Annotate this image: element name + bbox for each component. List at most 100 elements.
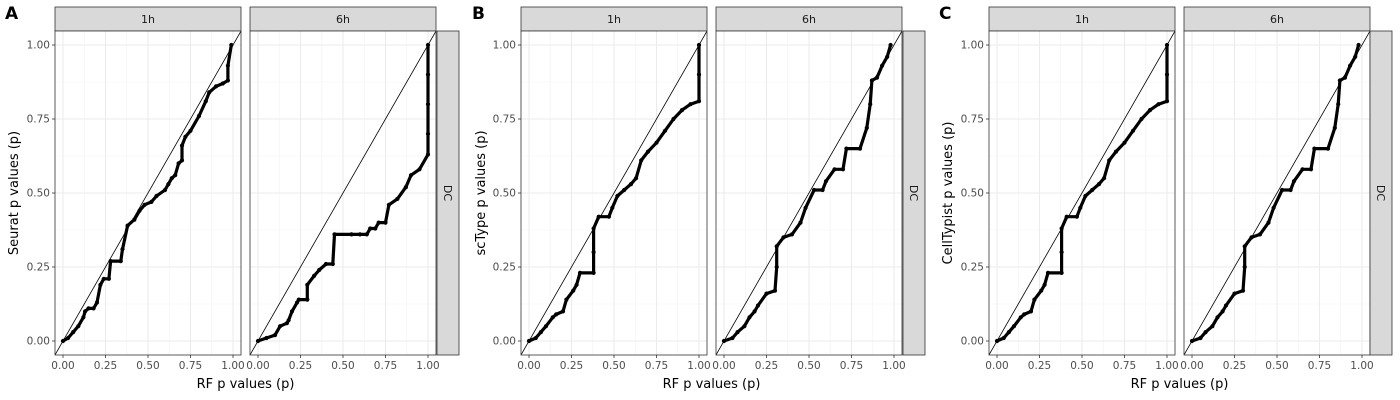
data-point: [1215, 315, 1220, 320]
data-point: [1156, 102, 1161, 107]
row-strip-label: DC: [907, 185, 920, 201]
data-point: [798, 220, 803, 225]
x-tick-label: 1.00: [882, 360, 905, 372]
data-point: [395, 196, 400, 201]
row-strip: [1369, 30, 1393, 356]
data-point: [696, 72, 702, 77]
data-point: [742, 324, 747, 329]
data-point: [1139, 116, 1144, 122]
row-strip-label: DC: [1374, 185, 1387, 201]
data-point: [1164, 42, 1170, 48]
y-tick-label: 0.50: [961, 188, 984, 200]
data-point: [564, 297, 569, 302]
y-tick-label: 0.75: [27, 114, 50, 126]
x-tick-label: 0.75: [840, 360, 863, 372]
data-point: [1198, 335, 1203, 341]
data-point: [1356, 42, 1361, 48]
data-point: [591, 250, 596, 255]
x-tick-label: 0.75: [1308, 360, 1331, 372]
facet-strip: [249, 6, 437, 32]
data-point: [60, 338, 66, 344]
data-point: [1164, 99, 1170, 104]
data-point: [1039, 288, 1044, 293]
x-axis-title: RF p values (p): [197, 377, 295, 392]
data-point: [1280, 187, 1285, 193]
data-point: [543, 324, 549, 329]
data-point: [645, 149, 651, 154]
panel-label: B: [472, 4, 485, 24]
x-tick-label: 1.00: [416, 360, 439, 372]
chart-panel-b: B 0.00 0.25 0.50 0.75 1.00 scType p values (p)…: [472, 4, 926, 392]
facet-1h: 1h 0.00 0.25 0.50 0.75 1.00: [517, 6, 711, 372]
x-tick-label: 0.25: [289, 360, 312, 372]
x-tick-label: 0.25: [560, 360, 583, 372]
y-tick-label: 0.50: [27, 188, 50, 200]
x-tick-label: 0.00: [517, 360, 540, 372]
x-tick-label: 0.50: [136, 360, 159, 372]
x-tick-label: 1.00: [1350, 360, 1373, 372]
facet-6h: 6h 0.00 0.25 0.50 0.75 1.00: [712, 6, 906, 372]
data-point: [774, 244, 779, 249]
data-point: [1300, 167, 1305, 172]
y-tick-label: 1.00: [961, 40, 984, 52]
data-point: [533, 335, 538, 341]
data-point: [349, 232, 354, 237]
y-tick-label: 0.75: [961, 114, 984, 126]
x-tick-label: 0.00: [712, 360, 735, 372]
facet-strip-label: 6h: [336, 13, 350, 26]
data-point: [1336, 102, 1341, 107]
y-tick-label: 0.25: [27, 262, 50, 274]
data-point: [1189, 338, 1195, 344]
data-point: [425, 102, 431, 107]
data-point: [94, 300, 100, 305]
data-point: [1113, 149, 1119, 154]
data-point: [289, 309, 295, 314]
data-point: [721, 338, 727, 344]
data-point: [176, 161, 181, 166]
y-axis-title: scType p values (p): [474, 130, 489, 255]
data-point: [188, 128, 193, 133]
data-point: [1122, 140, 1127, 145]
data-point: [1074, 214, 1079, 219]
data-point: [1107, 158, 1112, 163]
data-point: [1018, 315, 1023, 320]
data-point: [154, 193, 159, 199]
data-point: [1342, 75, 1348, 80]
data-point: [403, 185, 408, 190]
data-point: [832, 167, 837, 172]
data-point: [425, 72, 431, 77]
data-point: [357, 232, 363, 237]
y-axis-title: Seurat p values (p): [7, 131, 22, 255]
data-point: [634, 176, 639, 181]
reference-line: [55, 31, 241, 355]
data-point: [1312, 146, 1317, 151]
data-point: [820, 187, 825, 193]
facet-1h: 1h 0.00 0.25 0.50 0.75 1.00: [51, 6, 245, 372]
data-point: [1291, 179, 1297, 184]
y-tick-label: 0.25: [961, 262, 984, 274]
data-point: [994, 338, 1000, 344]
data-point: [1096, 182, 1102, 187]
data-point: [368, 226, 373, 231]
data-point: [332, 232, 337, 237]
data-point: [615, 193, 620, 199]
data-point: [323, 261, 329, 267]
data-point: [305, 282, 310, 287]
data-point: [696, 42, 702, 48]
data-point: [196, 113, 202, 119]
data-point: [671, 116, 676, 122]
data-point: [1078, 205, 1083, 210]
data-point: [606, 214, 612, 219]
x-tick-label: 0.75: [645, 360, 668, 372]
data-point: [376, 220, 381, 225]
facet-strip: [520, 6, 708, 32]
data-point: [373, 226, 378, 231]
data-point: [312, 273, 317, 278]
data-point: [1240, 288, 1246, 293]
data-point: [229, 42, 234, 48]
data-point: [286, 318, 291, 323]
facet-strip: [54, 6, 242, 32]
data-point: [1348, 63, 1353, 68]
x-axis-title: RF p values (p): [663, 377, 761, 392]
